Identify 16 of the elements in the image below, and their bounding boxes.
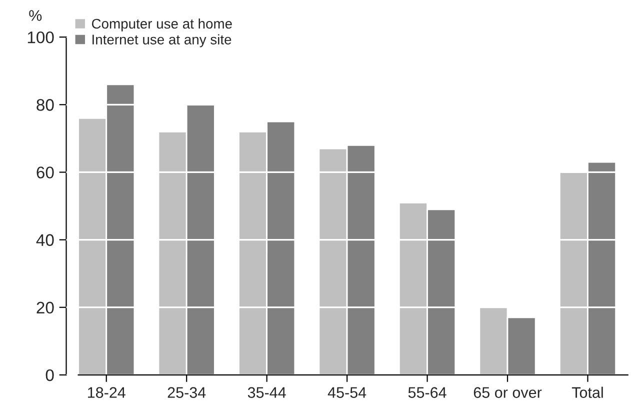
y-tick-label: 80: [36, 99, 54, 111]
x-tick-label: 55-64: [408, 387, 446, 398]
x-tick-label: 45-54: [328, 387, 366, 398]
y-axis-title: %: [29, 10, 42, 21]
x-tick-label: 65 or over: [474, 387, 542, 398]
x-tick-label: 25-34: [168, 387, 206, 398]
y-tick-label: 0: [46, 369, 54, 382]
x-tick-label: 18-24: [88, 387, 126, 398]
y-tick-label: 100: [28, 31, 54, 44]
y-tick-label: 20: [36, 302, 54, 314]
legend-label: Computer use at home: [92, 18, 232, 32]
y-tick-label: 60: [36, 166, 54, 178]
x-tick-label: 35-44: [248, 387, 286, 398]
y-tick-label: 40: [36, 234, 54, 246]
legend-label: Internet use at any site: [92, 34, 232, 48]
x-tick-label: Total: [572, 386, 603, 398]
